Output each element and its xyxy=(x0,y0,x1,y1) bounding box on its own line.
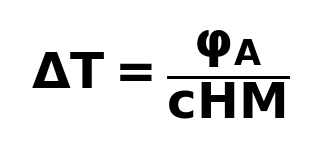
Text: $\Delta T = \dfrac{\varphi_{A}}{cHM}$: $\Delta T = \dfrac{\varphi_{A}}{cHM}$ xyxy=(31,29,290,121)
